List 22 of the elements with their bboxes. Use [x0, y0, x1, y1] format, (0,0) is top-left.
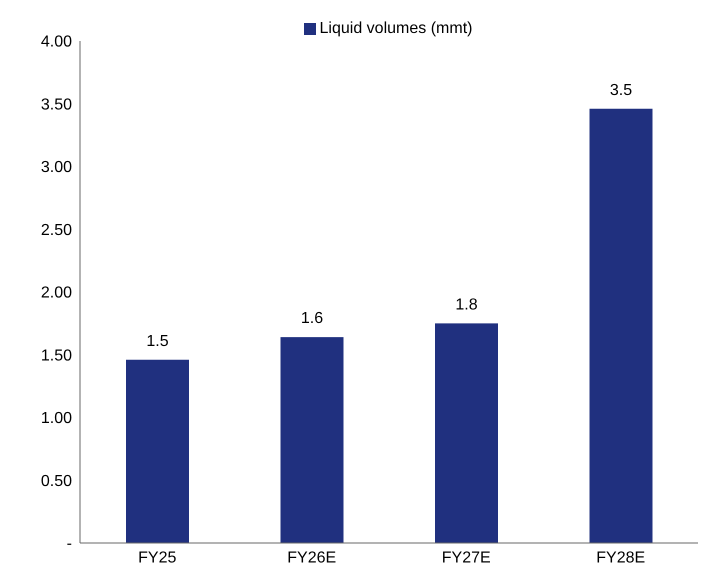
y-tick-label: 2.50	[40, 222, 72, 239]
data-label: 3.5	[610, 82, 632, 99]
data-label: 1.5	[146, 332, 169, 350]
y-tick-label: 1.00	[40, 410, 72, 428]
y-tick-label: 2.00	[40, 284, 72, 302]
bar	[126, 360, 189, 543]
data-label: 1.8	[455, 296, 478, 314]
legend-label: Liquid volumes (mmt)	[320, 20, 472, 37]
bar	[435, 323, 498, 543]
y-tick-label: 3.50	[40, 96, 72, 114]
bar	[590, 108, 652, 543]
data-label: 1.6	[300, 310, 324, 328]
x-tick-label: FY25	[138, 549, 176, 566]
x-tick-label: FY27E	[442, 549, 491, 566]
y-tick-label: 1.50	[40, 347, 72, 364]
y-tick-label: 0.50	[40, 472, 72, 490]
y-tick-label: 3.00	[40, 159, 72, 176]
bar	[280, 337, 344, 543]
y-tick-label: 4.00	[40, 34, 72, 51]
y-tick-label: -	[66, 536, 72, 553]
x-tick-label: FY28E	[596, 549, 646, 566]
x-tick-label: FY26E	[287, 549, 336, 566]
